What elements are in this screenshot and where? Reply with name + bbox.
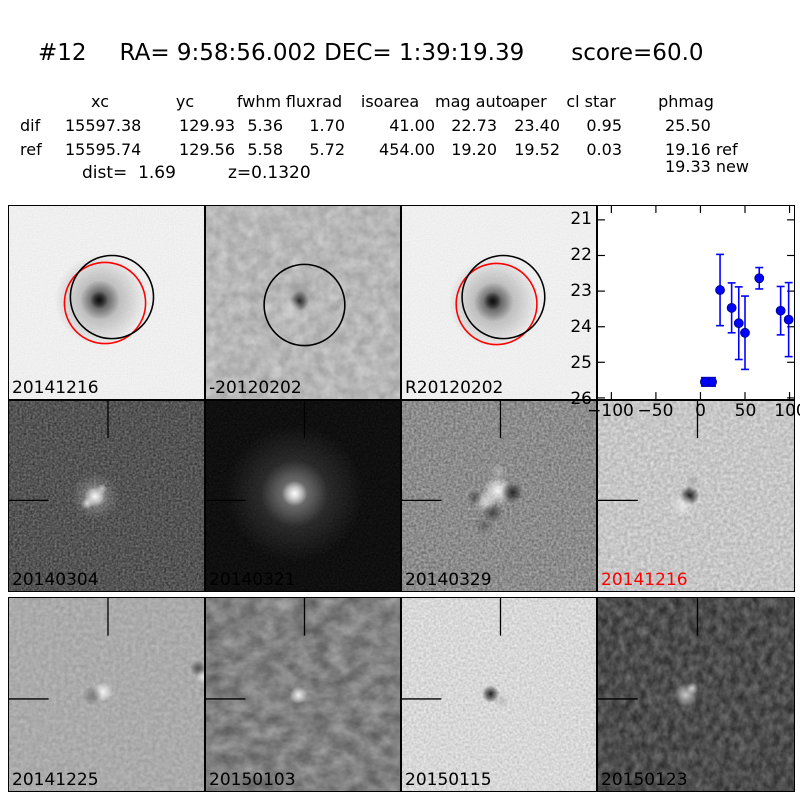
col-header-xc: xc bbox=[91, 92, 109, 111]
cell-dif-aper: 23.40 bbox=[514, 116, 560, 135]
cutout-rref-20120202: R20120202 bbox=[401, 205, 597, 400]
cutout-date-label: R20120202 bbox=[405, 378, 504, 398]
cell-dif-phmag: 25.50 bbox=[665, 116, 711, 135]
cutout-date-label: 20140304 bbox=[12, 570, 99, 590]
cell-ref-cl-star: 0.03 bbox=[586, 140, 622, 159]
col-header-isoarea: isoarea bbox=[360, 92, 420, 111]
cutout-diff-20150103: 20150103 bbox=[205, 597, 401, 792]
x-tick-label: −100 bbox=[587, 401, 634, 421]
measurements-header-row: xc yc fwhm fluxrad isoarea mag auto aper… bbox=[20, 90, 750, 114]
cell-dif-isoarea: 41.00 bbox=[389, 116, 435, 135]
dist-value: dist= 1.69 bbox=[82, 163, 176, 183]
lightcurve-point bbox=[715, 285, 725, 295]
col-header-cl-star: cl star bbox=[566, 92, 616, 111]
lightcurve-point bbox=[775, 305, 786, 316]
cutout-grid: 20141216 -20120202 R201202 bbox=[8, 205, 800, 792]
cell-ref-fluxrad: 5.72 bbox=[309, 140, 345, 159]
cutout-date-label-highlighted: 20141216 bbox=[601, 570, 688, 590]
cutout-date-label: 20141225 bbox=[12, 770, 99, 790]
cell-dif-cl-star: 0.95 bbox=[586, 116, 622, 135]
x-tick-label: −50 bbox=[637, 401, 674, 421]
cell-ref-yc: 129.56 bbox=[179, 140, 235, 159]
y-tick-label: 25 bbox=[570, 352, 592, 373]
lightcurve-point bbox=[726, 302, 737, 313]
cutout-diff-20140321: 20140321 bbox=[205, 400, 401, 592]
cell-ref-isoarea: 454.00 bbox=[379, 140, 435, 159]
cutout-date-label: 20150123 bbox=[601, 770, 688, 790]
cutout-diff-20140329: 20140329 bbox=[401, 400, 597, 592]
lightcurve-point bbox=[707, 376, 717, 387]
y-tick-label: 22 bbox=[570, 245, 592, 265]
ra-dec-coordinates: RA= 9:58:56.002 DEC= 1:39:19.39 bbox=[119, 40, 525, 66]
table-row-dif: dif 15597.38 129.93 5.36 1.70 41.00 22.7… bbox=[20, 114, 750, 138]
cutout-diff-20150123: 20150123 bbox=[597, 597, 795, 792]
cell-dif-xc: 15597.38 bbox=[65, 116, 142, 135]
col-header-yc: yc bbox=[175, 92, 195, 111]
cutout-diff-20141216-current: 20141216 bbox=[597, 400, 795, 592]
lightcurve-point bbox=[783, 314, 794, 325]
lightcurve-point bbox=[733, 318, 744, 329]
row-label: ref bbox=[20, 140, 42, 159]
row-label: dif bbox=[20, 116, 41, 135]
col-header-aper: aper bbox=[510, 92, 547, 111]
cutout-diff-20141225: 20141225 bbox=[8, 597, 205, 792]
y-tick-label: 24 bbox=[570, 317, 592, 337]
y-tick-label: 21 bbox=[570, 209, 592, 229]
x-tick-label: 50 bbox=[734, 401, 757, 421]
cutout-date-label: 20140321 bbox=[209, 570, 296, 590]
x-tick-label: 0 bbox=[695, 401, 706, 421]
y-tick-label: 23 bbox=[570, 281, 592, 301]
col-header-fwhm: fwhm bbox=[236, 92, 282, 111]
cell-dif-fluxrad: 1.70 bbox=[309, 116, 345, 135]
y-tick-label: 26 bbox=[570, 388, 592, 409]
lightcurve-plot bbox=[597, 205, 795, 400]
col-header-phmag: phmag bbox=[658, 92, 714, 111]
score-value: score=60.0 bbox=[571, 40, 704, 66]
cutout-diff-20140304: 20140304 bbox=[8, 400, 205, 592]
cutout-new-20141216: 20141216 bbox=[8, 205, 205, 400]
cell-ref-mag-auto: 19.20 bbox=[451, 140, 497, 159]
cell-ref-phmag: 19.16 ref bbox=[665, 140, 738, 159]
table-row-ref: ref 15595.74 129.56 5.58 5.72 454.00 19.… bbox=[20, 138, 750, 162]
lightcurve-point bbox=[754, 273, 765, 284]
redshift-value: z=0.1320 bbox=[228, 163, 311, 183]
cutout-date-label: 20140329 bbox=[405, 570, 492, 590]
cutout-date-label: -20120202 bbox=[209, 378, 302, 398]
col-header-mag-auto: mag auto bbox=[435, 92, 512, 111]
cutout-date-label: 20141216 bbox=[12, 378, 99, 398]
cell-ref-aper: 19.52 bbox=[514, 140, 560, 159]
phmag-new-value: 19.33 new bbox=[665, 157, 749, 176]
candidate-number: #12 bbox=[38, 40, 87, 66]
col-header-fluxrad: fluxrad bbox=[285, 92, 343, 111]
cutout-date-label: 20150103 bbox=[209, 770, 296, 790]
cutout-ref-20120202: -20120202 bbox=[205, 205, 401, 400]
cutout-diff-20150115: 20150115 bbox=[401, 597, 597, 792]
cell-ref-xc: 15595.74 bbox=[65, 140, 142, 159]
cutout-date-label: 20150115 bbox=[405, 770, 492, 790]
cell-dif-fwhm: 5.36 bbox=[247, 116, 283, 135]
lightcurve-point bbox=[740, 327, 750, 338]
cell-dif-mag-auto: 22.73 bbox=[451, 116, 497, 135]
x-tick-label: 100 bbox=[774, 401, 800, 421]
cell-ref-fwhm: 5.58 bbox=[247, 140, 283, 159]
page-title: #12 RA= 9:58:56.002 DEC= 1:39:19.39 scor… bbox=[38, 40, 704, 66]
cell-dif-yc: 129.93 bbox=[179, 116, 235, 135]
